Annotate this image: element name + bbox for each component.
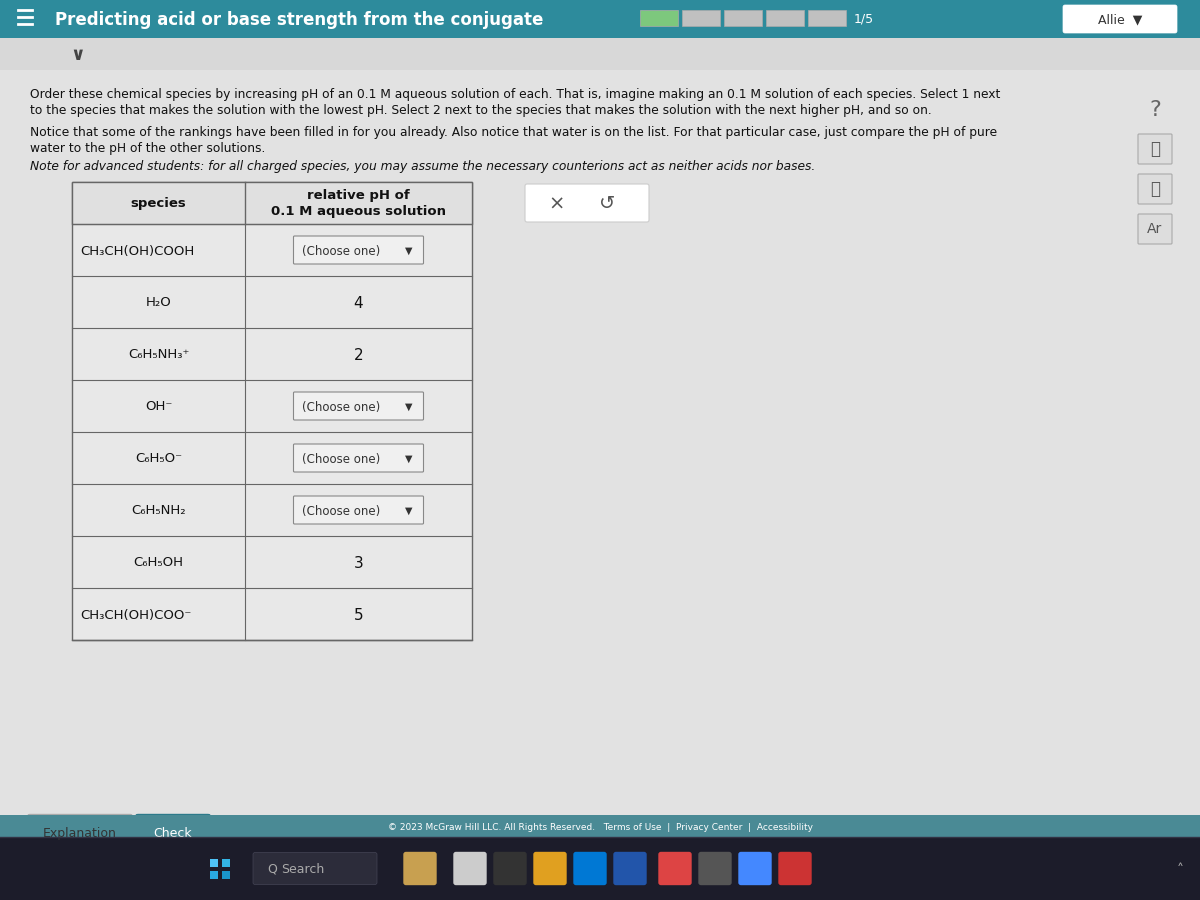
Bar <box>0 815 1200 837</box>
Bar <box>682 10 720 26</box>
Bar <box>0 815 1200 850</box>
FancyBboxPatch shape <box>494 852 526 885</box>
Bar <box>0 0 1200 38</box>
Text: Allie  ▼: Allie ▼ <box>1098 14 1142 26</box>
Text: Predicting acid or base strength from the conjugate: Predicting acid or base strength from th… <box>55 11 544 29</box>
Bar <box>72 182 472 640</box>
FancyBboxPatch shape <box>739 852 772 885</box>
FancyBboxPatch shape <box>698 852 731 885</box>
Bar <box>724 10 762 26</box>
Bar <box>222 859 230 867</box>
Text: © 2023 McGraw Hill LLC. All Rights Reserved.   Terms of Use  |  Privacy Center  : © 2023 McGraw Hill LLC. All Rights Reser… <box>388 823 812 832</box>
Text: C₆H₅O⁻: C₆H₅O⁻ <box>134 453 182 465</box>
FancyBboxPatch shape <box>534 852 566 885</box>
Text: (Choose one): (Choose one) <box>302 505 380 518</box>
Text: to the species that makes the solution with the lowest pH. Select 2 next to the : to the species that makes the solution w… <box>30 104 931 117</box>
FancyBboxPatch shape <box>294 236 424 264</box>
Text: Q: Q <box>266 863 277 876</box>
Bar <box>210 859 218 867</box>
FancyBboxPatch shape <box>294 496 424 524</box>
Bar <box>640 10 678 26</box>
Text: CH₃CH(OH)COO⁻: CH₃CH(OH)COO⁻ <box>80 608 191 622</box>
Text: relative pH of: relative pH of <box>307 190 410 203</box>
Text: CH₃CH(OH)COOH: CH₃CH(OH)COOH <box>80 245 194 257</box>
Text: 1/5: 1/5 <box>854 13 874 25</box>
Text: Order these chemical species by increasing pH of an 0.1 M aqueous solution of ea: Order these chemical species by increasi… <box>30 88 1001 101</box>
Text: species: species <box>131 197 186 211</box>
Text: ⦀: ⦀ <box>1150 180 1160 198</box>
Bar <box>766 10 804 26</box>
Text: ⨉: ⨉ <box>1150 140 1160 158</box>
Text: ?: ? <box>1150 100 1160 120</box>
Bar <box>222 870 230 878</box>
Text: OH⁻: OH⁻ <box>145 400 172 413</box>
Bar <box>210 870 218 878</box>
FancyBboxPatch shape <box>1138 214 1172 244</box>
Text: 4: 4 <box>354 295 364 310</box>
Text: Explanation: Explanation <box>43 827 116 840</box>
FancyBboxPatch shape <box>526 184 649 222</box>
Text: water to the pH of the other solutions.: water to the pH of the other solutions. <box>30 142 265 155</box>
Text: C₆H₅NH₂: C₆H₅NH₂ <box>131 505 186 518</box>
Text: 2: 2 <box>354 347 364 363</box>
Bar <box>0 70 1200 815</box>
Text: Search: Search <box>281 863 324 876</box>
Text: ˄: ˄ <box>1176 862 1183 877</box>
Text: 5: 5 <box>354 608 364 623</box>
Text: (Choose one): (Choose one) <box>302 453 380 465</box>
Text: Notice that some of the rankings have been filled in for you already. Also notic: Notice that some of the rankings have be… <box>30 126 997 139</box>
Text: 0.1 M aqueous solution: 0.1 M aqueous solution <box>271 204 446 218</box>
Bar <box>0 837 1200 900</box>
FancyBboxPatch shape <box>1138 134 1172 164</box>
Text: 3: 3 <box>354 555 364 571</box>
Text: ↺: ↺ <box>599 194 616 213</box>
FancyBboxPatch shape <box>294 392 424 420</box>
FancyBboxPatch shape <box>28 814 133 850</box>
Text: C₆H₅OH: C₆H₅OH <box>133 556 184 570</box>
FancyBboxPatch shape <box>1063 5 1177 33</box>
FancyBboxPatch shape <box>134 814 211 850</box>
FancyBboxPatch shape <box>404 852 436 885</box>
Bar <box>808 10 846 26</box>
FancyBboxPatch shape <box>253 852 377 885</box>
Bar <box>0 35 1200 815</box>
Bar <box>0 38 1200 70</box>
FancyBboxPatch shape <box>659 852 691 885</box>
FancyBboxPatch shape <box>779 852 811 885</box>
Text: ×: × <box>548 194 565 213</box>
FancyBboxPatch shape <box>574 852 606 885</box>
Text: Note for advanced students: for all charged species, you may assume the necessar: Note for advanced students: for all char… <box>30 160 815 173</box>
FancyBboxPatch shape <box>294 444 424 472</box>
Text: ∨: ∨ <box>71 46 85 64</box>
FancyBboxPatch shape <box>1138 174 1172 204</box>
Text: (Choose one): (Choose one) <box>302 245 380 257</box>
FancyBboxPatch shape <box>614 852 646 885</box>
Text: (Choose one): (Choose one) <box>302 400 380 413</box>
Text: ▼: ▼ <box>404 402 413 412</box>
Text: H₂O: H₂O <box>145 296 172 310</box>
Text: Check: Check <box>154 827 192 840</box>
Text: ▼: ▼ <box>404 454 413 464</box>
Text: ▼: ▼ <box>404 506 413 516</box>
FancyBboxPatch shape <box>454 852 486 885</box>
Text: Ar: Ar <box>1147 222 1163 236</box>
Bar <box>72 182 472 224</box>
Text: C₆H₅NH₃⁺: C₆H₅NH₃⁺ <box>128 348 190 362</box>
Text: ▼: ▼ <box>404 246 413 256</box>
